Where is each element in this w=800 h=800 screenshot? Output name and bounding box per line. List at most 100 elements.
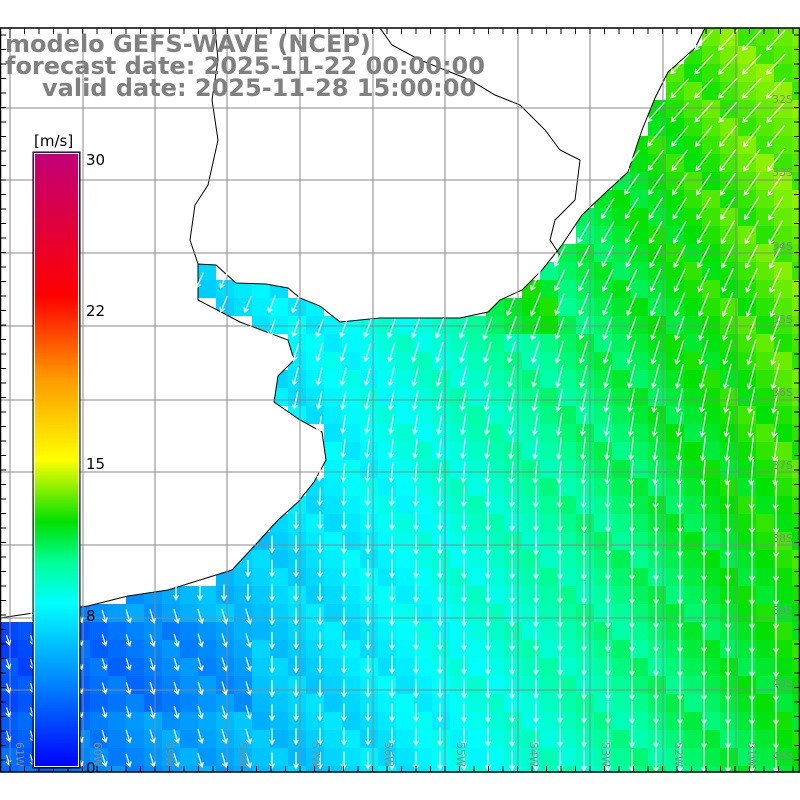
speed-cell [558, 478, 576, 496]
speed-cell [648, 352, 666, 370]
wind-arrow [460, 750, 468, 771]
speed-cell [666, 190, 684, 208]
speed-cell [684, 172, 702, 190]
speed-cell [702, 190, 720, 208]
speed-cell [702, 766, 720, 772]
speed-cell [756, 64, 774, 82]
wind-arrow [673, 220, 687, 245]
speed-cell [756, 406, 774, 424]
speed-cell [486, 604, 504, 622]
wind-arrow [364, 703, 372, 722]
wind-arrow [387, 390, 395, 411]
wind-arrow [316, 463, 323, 483]
wind-arrow [101, 682, 108, 695]
wind-arrow [652, 532, 660, 557]
speed-cell [684, 532, 702, 550]
speed-cell [324, 766, 342, 772]
wind-arrow [221, 752, 228, 769]
speed-cell [792, 64, 800, 82]
speed-cell [792, 712, 800, 730]
speed-cell [360, 712, 378, 730]
speed-cell [540, 712, 558, 730]
wind-arrow [388, 438, 395, 459]
wind-arrow [604, 749, 612, 772]
wind-arrow [460, 437, 467, 460]
wind-arrow [628, 676, 636, 701]
wind-arrow [623, 149, 640, 171]
speed-cell [630, 370, 648, 388]
wind-arrow [340, 679, 348, 698]
wind-arrow [436, 510, 444, 531]
speed-cell [756, 154, 774, 172]
speed-cell [684, 118, 702, 136]
speed-cell [738, 622, 756, 640]
speed-cell [684, 766, 702, 772]
speed-cell [270, 766, 288, 772]
wind-arrow [244, 584, 252, 602]
speed-cell [720, 352, 738, 370]
speed-cell [756, 388, 774, 406]
speed-cell [756, 658, 774, 676]
speed-cell [630, 532, 648, 550]
speed-cell [324, 694, 342, 712]
wind-arrow [604, 580, 612, 605]
wind-arrow [531, 365, 540, 388]
speed-cell [558, 532, 576, 550]
wind-arrow [652, 628, 660, 653]
speed-cell [432, 496, 450, 514]
speed-cell [468, 334, 486, 352]
speed-cell [342, 370, 360, 388]
wind-arrow [604, 508, 612, 533]
wind-arrow [459, 413, 467, 436]
wind-arrow [700, 628, 708, 654]
wind-arrow [628, 725, 636, 749]
wind-arrow [580, 749, 588, 772]
wind-arrow [436, 462, 443, 484]
wind-arrow [149, 609, 156, 624]
wind-arrow [700, 604, 708, 630]
speed-cell [396, 640, 414, 658]
speed-cell [180, 622, 198, 640]
wind-arrow [579, 412, 587, 437]
speed-cell [486, 406, 504, 424]
wind-arrow [243, 295, 252, 314]
speed-cell [342, 532, 360, 550]
speed-cell [306, 568, 324, 586]
speed-cell [324, 586, 342, 604]
speed-cell [666, 100, 684, 118]
wind-arrow [340, 727, 348, 746]
speed-cell [180, 730, 198, 748]
speed-cell [540, 604, 558, 622]
speed-cell [792, 694, 800, 712]
speed-cell [774, 352, 792, 370]
wind-arrow [221, 705, 228, 720]
speed-cell [774, 748, 792, 766]
speed-cell [342, 388, 360, 406]
wind-arrow [698, 339, 709, 366]
speed-cell [612, 694, 630, 712]
speed-cell [558, 352, 576, 370]
speed-cell [396, 586, 414, 604]
wind-arrow [316, 607, 324, 626]
speed-cell [324, 568, 342, 586]
wind-arrow [436, 702, 444, 723]
wind-arrow [197, 657, 204, 672]
speed-cell [144, 766, 162, 772]
speed-cell [738, 28, 756, 46]
speed-cell [234, 568, 252, 586]
speed-cell [684, 694, 702, 712]
speed-cell [558, 748, 576, 766]
speed-cell [540, 478, 558, 496]
speed-cell [792, 424, 800, 442]
speed-cell [540, 730, 558, 748]
speed-cell [522, 604, 540, 622]
wind-arrow [627, 412, 635, 437]
speed-cell [396, 568, 414, 586]
speed-cell [360, 622, 378, 640]
speed-cell [162, 694, 180, 712]
speed-cell [486, 532, 504, 550]
speed-cell [396, 676, 414, 694]
wind-arrow [747, 411, 755, 438]
wind-arrow [694, 77, 714, 99]
speed-cell [594, 442, 612, 460]
